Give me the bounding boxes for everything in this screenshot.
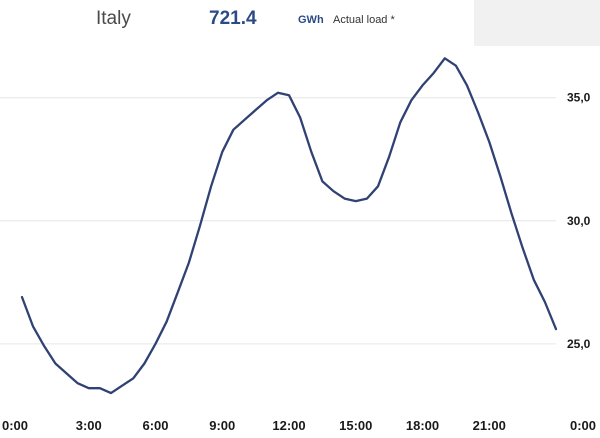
series-label: Actual load *: [333, 14, 395, 26]
energy-unit: GWh: [298, 14, 324, 26]
total-energy: 721.4: [209, 8, 257, 29]
x-tick-label: 3:00: [76, 418, 102, 433]
x-tick-label: 0:00: [2, 418, 28, 433]
x-tick-label: 18:00: [406, 418, 439, 433]
x-tick-label: 12:00: [272, 418, 305, 433]
x-tick-label: 9:00: [209, 418, 235, 433]
y-tick-label: 35,0: [567, 91, 591, 105]
corner-shade: [474, 0, 600, 46]
region-name: Italy: [96, 8, 131, 29]
x-tick-label: 21:00: [473, 418, 506, 433]
y-tick-label: 25,0: [567, 337, 591, 351]
x-tick-label: 15:00: [339, 418, 372, 433]
y-tick-label: 30,0: [567, 214, 591, 228]
series-line-0: [20, 57, 558, 395]
x-tick-label: 6:00: [142, 418, 168, 433]
x-tick-label: 0:00: [570, 418, 596, 433]
